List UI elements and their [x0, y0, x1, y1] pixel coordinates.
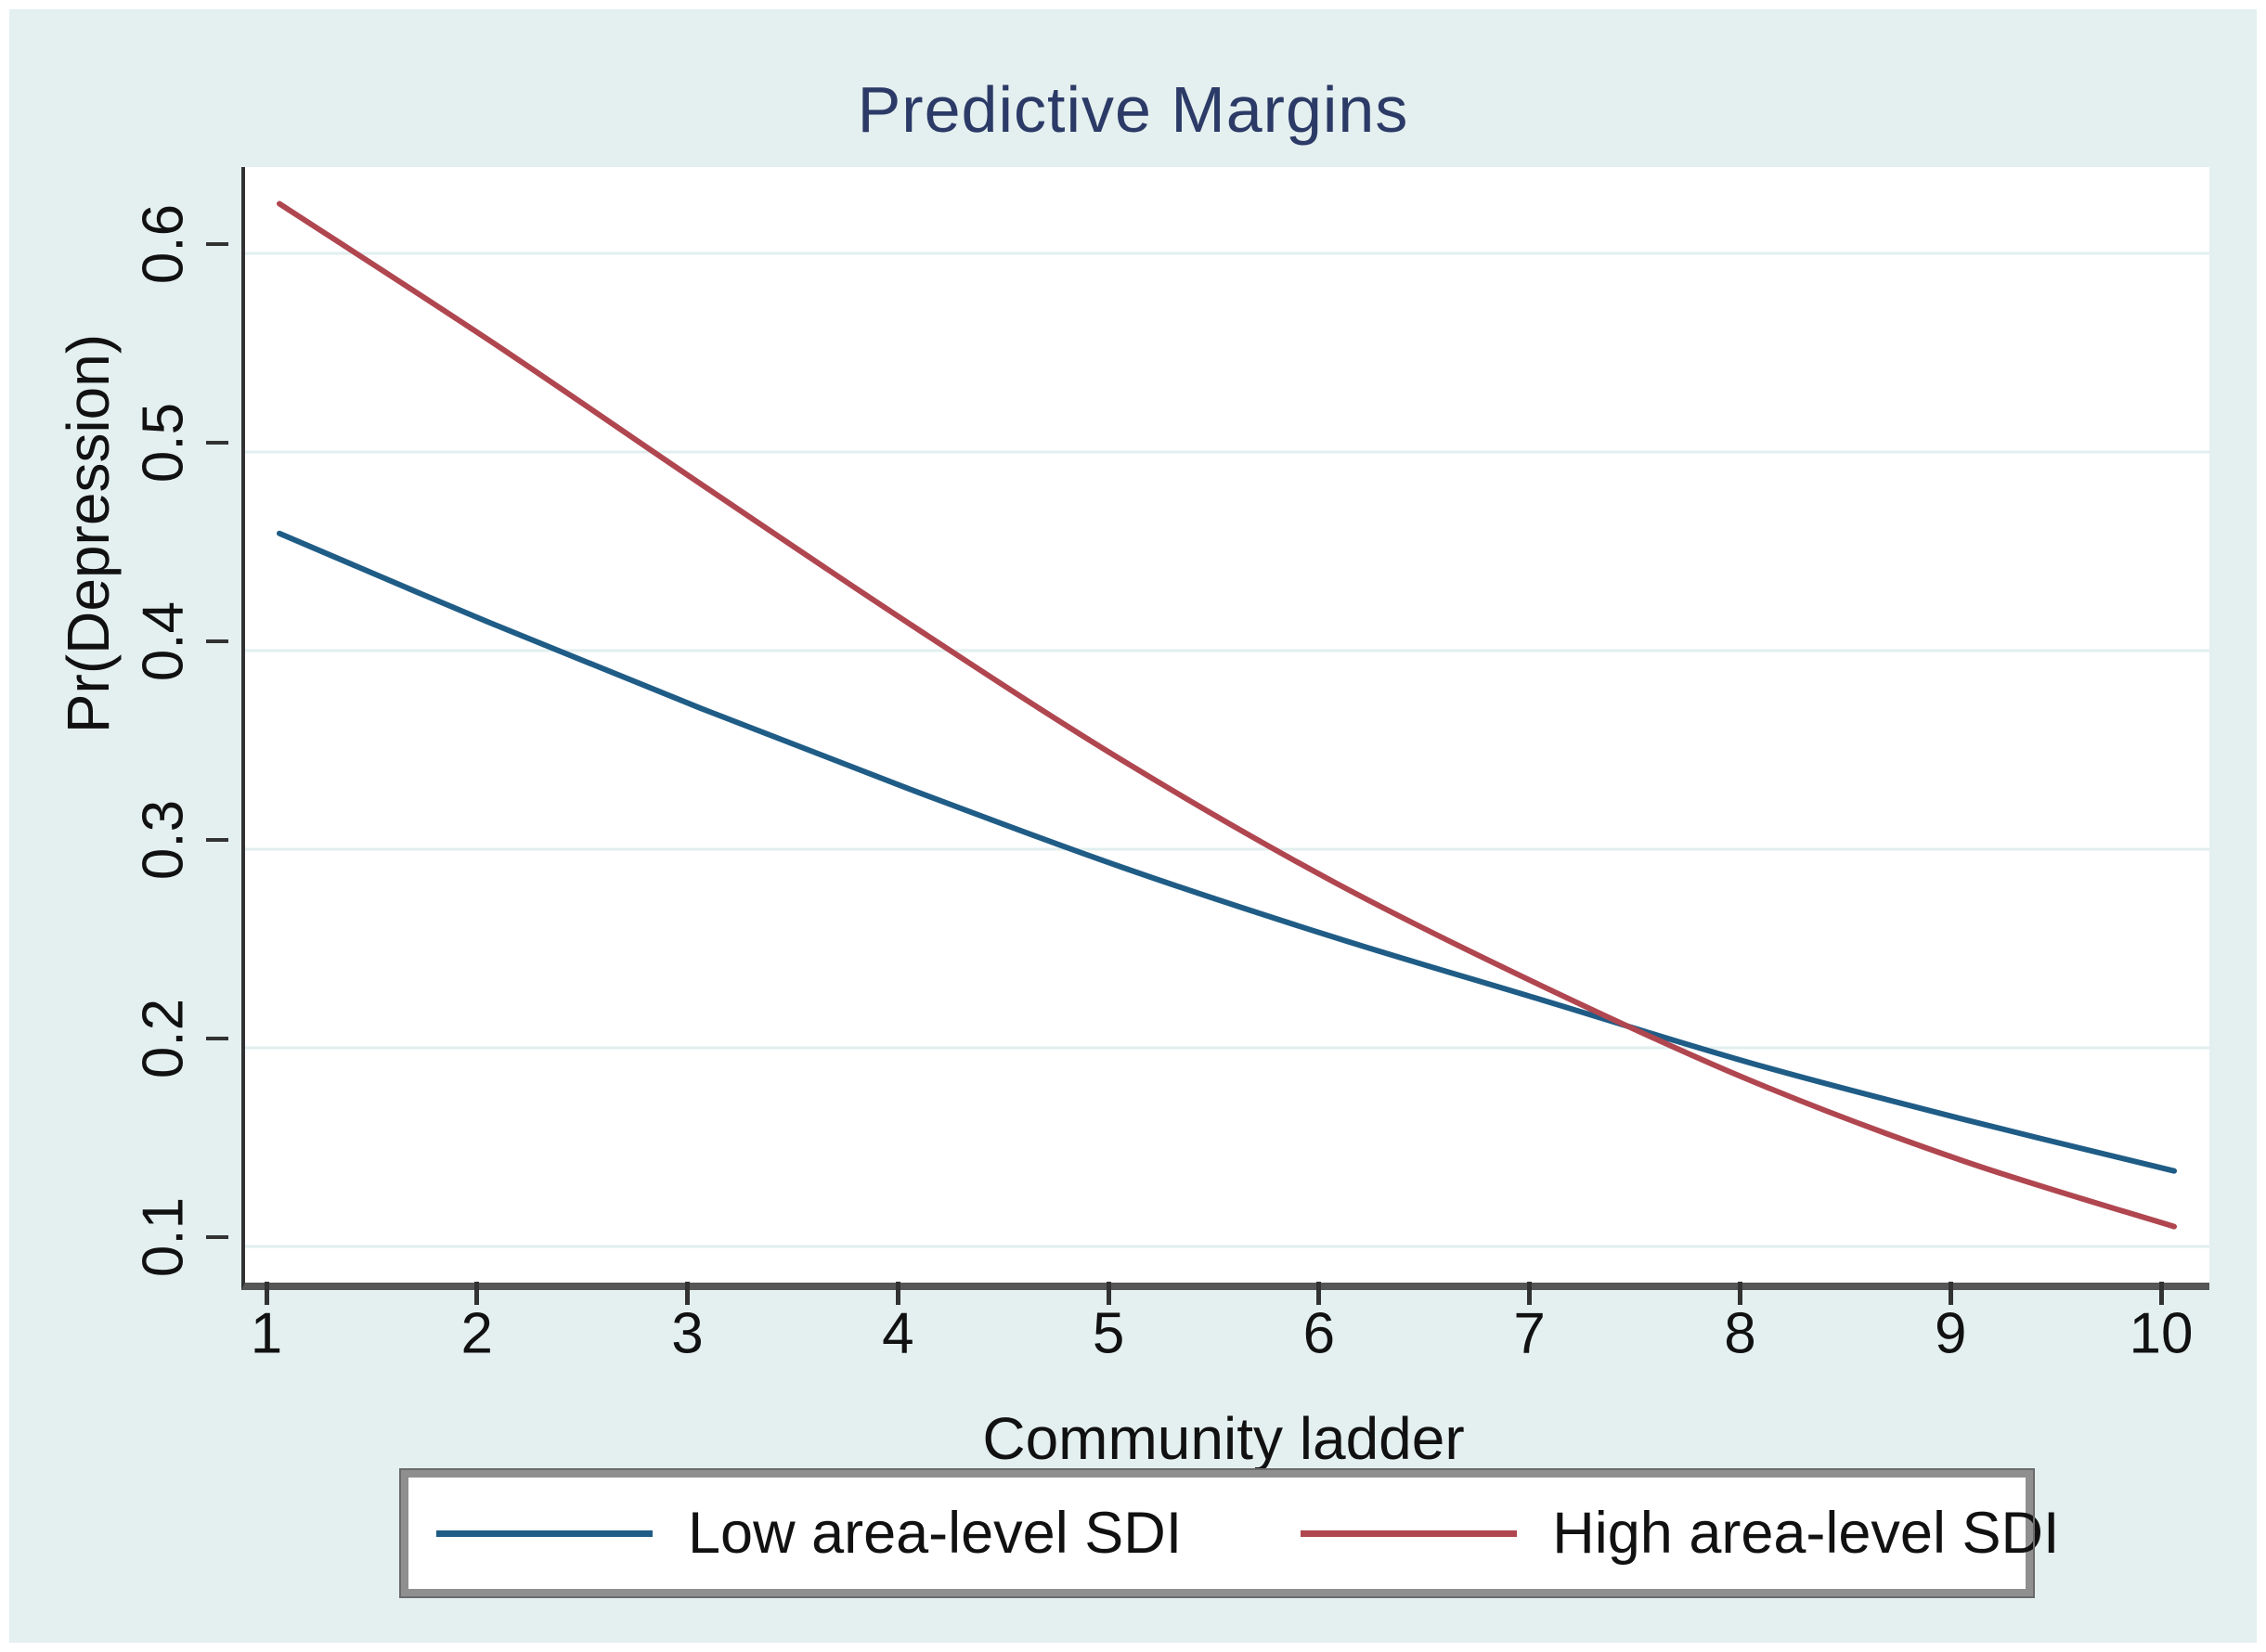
- y-tick-label-0.1: 0.1: [131, 1196, 196, 1278]
- low-sdi-legend-line-sample: [436, 1529, 653, 1537]
- y-tick-0.4: [206, 639, 228, 643]
- legend-entry-low-sdi: Low area-level SDI: [436, 1500, 1182, 1567]
- y-tick-label-0.4: 0.4: [131, 600, 196, 682]
- x-tick-5: [1106, 1282, 1111, 1305]
- x-tick-8: [1737, 1282, 1742, 1305]
- x-tick-6: [1316, 1282, 1322, 1305]
- low-sdi-legend-label: Low area-level SDI: [688, 1501, 1183, 1566]
- low-sdi-line: [277, 530, 2178, 1174]
- x-axis-title: Community ladder: [982, 1405, 1465, 1472]
- y-tick-label-0.6: 0.6: [131, 203, 196, 285]
- y-tick-0.5: [206, 441, 228, 445]
- y-tick-label-0.2: 0.2: [131, 998, 196, 1079]
- x-tick-label-9: 9: [1934, 1301, 1967, 1366]
- x-tick-10: [2158, 1282, 2164, 1305]
- x-tick-3: [685, 1282, 691, 1305]
- x-tick-label-4: 4: [882, 1301, 914, 1366]
- x-tick-1: [264, 1282, 269, 1305]
- x-tick-label-3: 3: [671, 1301, 704, 1366]
- x-tick-2: [474, 1282, 480, 1305]
- plot-area: [241, 167, 2209, 1290]
- legend-box: Low area-level SDI High area-level SDI: [399, 1468, 2060, 1598]
- high-sdi-line: [277, 200, 2178, 1230]
- y-tick-label-0.3: 0.3: [131, 799, 196, 881]
- chart-title: Predictive Margins: [857, 73, 1409, 146]
- y-tick-0.6: [206, 242, 228, 246]
- x-tick-label-10: 10: [2129, 1301, 2194, 1366]
- x-tick-label-1: 1: [250, 1301, 283, 1366]
- x-tick-9: [1948, 1282, 1953, 1305]
- x-tick-label-8: 8: [1724, 1301, 1756, 1366]
- y-axis-title: Pr(Depression): [55, 333, 122, 734]
- y-tick-0.3: [206, 838, 228, 842]
- high-sdi-legend-label: High area-level SDI: [1552, 1501, 2060, 1566]
- x-tick-label-5: 5: [1092, 1301, 1125, 1366]
- high-sdi-legend-line-sample: [1301, 1529, 1518, 1537]
- y-tick-0.1: [206, 1235, 228, 1239]
- x-tick-label-6: 6: [1302, 1301, 1336, 1366]
- y-tick-label-0.5: 0.5: [131, 402, 196, 484]
- plot-svg: [245, 200, 2209, 1248]
- legend-entry-high-sdi: High area-level SDI: [1301, 1500, 2060, 1567]
- x-tick-label-7: 7: [1513, 1301, 1546, 1366]
- graph-region: Predictive Margins Pr(Depression) Commun…: [9, 9, 2257, 1643]
- y-tick-0.2: [206, 1037, 228, 1040]
- x-tick-7: [1527, 1282, 1533, 1305]
- x-tick-4: [895, 1282, 900, 1305]
- x-tick-label-2: 2: [460, 1301, 494, 1366]
